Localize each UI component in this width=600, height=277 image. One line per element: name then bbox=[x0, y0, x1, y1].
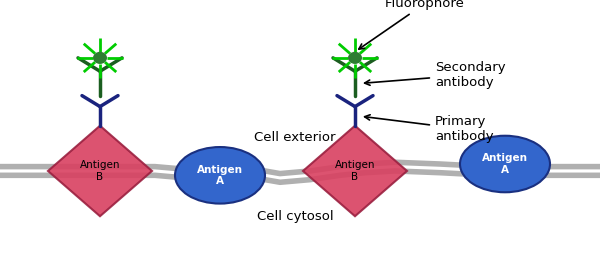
Text: Fluorophore: Fluorophore bbox=[359, 0, 465, 49]
Polygon shape bbox=[48, 126, 152, 216]
Text: Antigen
A: Antigen A bbox=[197, 165, 243, 186]
Ellipse shape bbox=[175, 147, 265, 204]
Circle shape bbox=[93, 52, 107, 64]
Ellipse shape bbox=[460, 136, 550, 192]
Text: Primary
antibody: Primary antibody bbox=[365, 115, 494, 143]
Text: Secondary
antibody: Secondary antibody bbox=[365, 61, 506, 89]
Text: Cell exterior: Cell exterior bbox=[254, 131, 336, 144]
Text: Antigen
B: Antigen B bbox=[80, 160, 120, 182]
Text: Antigen
B: Antigen B bbox=[335, 160, 375, 182]
Polygon shape bbox=[303, 126, 407, 216]
Circle shape bbox=[348, 52, 362, 64]
Text: Antigen
A: Antigen A bbox=[482, 153, 528, 175]
Text: Cell cytosol: Cell cytosol bbox=[257, 210, 334, 223]
